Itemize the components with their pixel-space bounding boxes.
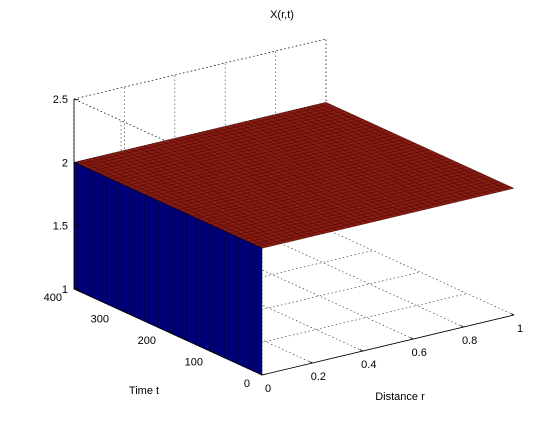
mesh-line (106, 117, 359, 178)
mesh-line (73, 162, 263, 249)
mesh-line (73, 102, 327, 163)
z-tick-label: 1 (62, 284, 68, 296)
mesh-line (224, 170, 477, 232)
z-tick (73, 98, 80, 101)
mesh-line (238, 177, 491, 238)
wall-mesh (73, 162, 263, 375)
mesh-line (196, 158, 449, 219)
x-tick (460, 325, 464, 328)
mesh-line (261, 188, 515, 249)
mesh-line (210, 164, 463, 225)
z-tick-label: 2.5 (53, 94, 68, 106)
x-tick-label: 1 (517, 323, 523, 335)
chart-title: X(r,t) (270, 9, 294, 21)
mesh-line (149, 136, 402, 197)
mesh-line (205, 162, 458, 223)
grid-line (275, 240, 464, 328)
box-edge (73, 38, 327, 100)
box-edge (73, 98, 263, 186)
y-tick-label: 100 (185, 357, 203, 369)
mesh-line (78, 104, 331, 165)
mesh-line (116, 121, 369, 182)
mesh-line (88, 108, 341, 170)
z-tick-label: 1.5 (53, 221, 68, 233)
mesh-line (163, 142, 416, 204)
mesh-line (182, 151, 435, 213)
y-axis-label: Time t (129, 385, 159, 397)
x-tick (359, 349, 363, 352)
mesh-line (97, 112, 350, 174)
mesh-line (200, 160, 453, 221)
mesh-line (219, 168, 472, 230)
mesh-line (135, 130, 388, 191)
x-tick (258, 373, 263, 376)
y-tick-label: 200 (138, 335, 156, 347)
x-tick-label: 0.8 (462, 335, 477, 347)
x-axis-label: Distance r (375, 391, 425, 403)
x-axis-ticks: 0 0.2 0.4 0.6 0.8 1 (258, 313, 523, 395)
plateau-mesh (73, 102, 515, 249)
y-tick-label: 400 (44, 292, 62, 304)
mesh-line (83, 106, 336, 167)
mesh-line (144, 134, 397, 195)
mesh-line (153, 138, 406, 200)
mesh-line (257, 185, 510, 247)
x-tick (309, 361, 313, 364)
mesh-line (111, 119, 364, 180)
mesh-line (214, 166, 468, 228)
x-tick-label: 0 (265, 383, 271, 395)
y-tick (261, 373, 267, 376)
z-tick-label: 2 (62, 157, 68, 169)
transition-surface (74, 162, 264, 249)
z-axis-ticks: 1 1.5 2 2.5 (53, 94, 80, 296)
x-tick-label: 0.6 (412, 347, 427, 359)
mesh-line (191, 155, 444, 217)
mesh-line (158, 140, 411, 202)
mesh-line (243, 179, 496, 240)
mesh-line (139, 132, 392, 193)
mesh-line (120, 123, 374, 185)
grid-line (325, 228, 515, 316)
x-tick (410, 337, 414, 340)
mesh-line (125, 125, 378, 187)
mesh-line (186, 153, 439, 215)
y-tick-label: 300 (91, 314, 109, 326)
mesh-line (229, 173, 482, 234)
mesh-line (167, 145, 421, 206)
z-tick (73, 161, 80, 164)
mesh-line (177, 149, 430, 210)
mesh-line (252, 183, 505, 245)
mesh-line (247, 181, 500, 243)
x-axis-line (261, 314, 515, 376)
x-tick-label: 0.4 (361, 359, 376, 371)
mesh-line (102, 115, 355, 176)
y-tick (120, 309, 126, 311)
mesh-line (92, 110, 345, 172)
x-tick-label: 0.2 (311, 371, 326, 383)
y-tick (214, 352, 220, 354)
y-tick (167, 330, 173, 333)
surfaces (73, 102, 515, 375)
mesh-line (130, 127, 383, 189)
z-tick (73, 288, 80, 291)
mesh-line (172, 147, 425, 208)
x-tick (510, 313, 515, 316)
y-axis-ticks: 0 100 200 300 400 (44, 287, 267, 390)
y-tick-label: 0 (244, 378, 250, 390)
mesh-line (233, 175, 486, 236)
z-tick (73, 225, 80, 228)
